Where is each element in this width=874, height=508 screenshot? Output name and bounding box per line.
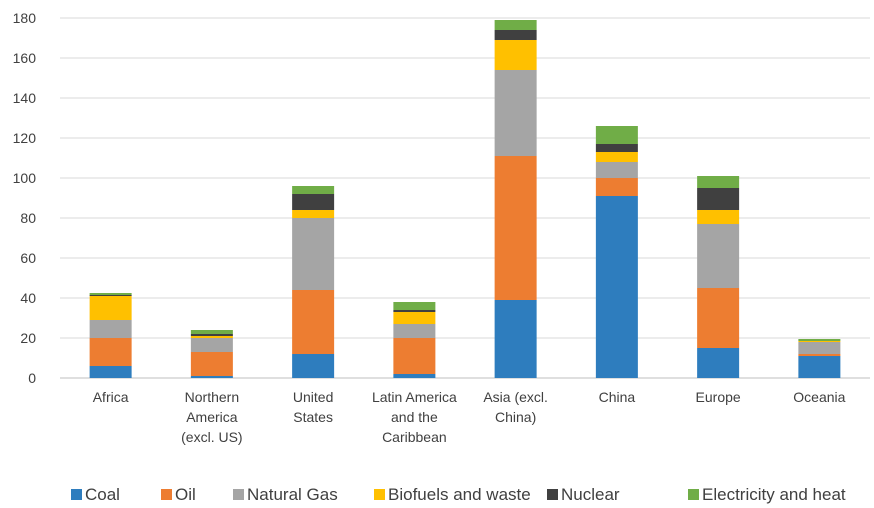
- y-tick-label: 140: [13, 90, 37, 106]
- bar-segment: [798, 339, 841, 341]
- legend-swatch: [688, 489, 699, 500]
- bar-segment: [393, 324, 436, 338]
- y-tick-label: 60: [20, 250, 36, 266]
- bar-segment: [595, 126, 638, 144]
- x-axis: Africa Northern America (excl. US) United Sta…: [93, 389, 846, 445]
- x-tick-label: and the: [391, 409, 438, 425]
- legend-swatch: [71, 489, 82, 500]
- bar-segment: [393, 312, 436, 324]
- x-tick-label: United: [293, 389, 333, 405]
- y-tick-label: 20: [20, 330, 36, 346]
- bar-segment: [292, 354, 335, 378]
- bar-segment: [595, 196, 638, 378]
- bar-segment: [89, 338, 132, 366]
- x-tick-label: China): [495, 409, 536, 425]
- bar-segment: [494, 300, 537, 378]
- y-tick-label: 120: [13, 130, 37, 146]
- bar-segment: [89, 296, 132, 320]
- bar-segment: [697, 210, 740, 224]
- bar-segment: [190, 376, 233, 378]
- bar-segment: [595, 162, 638, 178]
- bar-segment: [190, 338, 233, 352]
- bar-segment: [595, 152, 638, 162]
- y-tick-label: 180: [13, 10, 37, 26]
- y-tick-label: 160: [13, 50, 37, 66]
- legend-swatch: [233, 489, 244, 500]
- y-tick-label: 80: [20, 210, 36, 226]
- bars: [89, 20, 841, 378]
- x-tick-label: Europe: [696, 389, 741, 405]
- x-tick-label: Caribbean: [382, 429, 447, 445]
- legend: Coal Oil Natural Gas Biofuels and waste Nucl…: [71, 485, 846, 504]
- bar-segment: [697, 176, 740, 188]
- bar-segment: [393, 310, 436, 312]
- bar-segment: [89, 366, 132, 378]
- legend-label: Biofuels and waste: [388, 485, 531, 504]
- bar-segment: [292, 218, 335, 290]
- legend-swatch: [374, 489, 385, 500]
- bar-segment: [798, 341, 841, 342]
- bar-segment: [89, 295, 132, 296]
- bar-segment: [494, 156, 537, 300]
- bar-segment: [798, 342, 841, 354]
- x-tick-label: Africa: [93, 389, 129, 405]
- bar-segment: [494, 20, 537, 30]
- x-tick-label: Asia (excl.: [483, 389, 548, 405]
- legend-label: Electricity and heat: [702, 485, 846, 504]
- legend-label: Coal: [85, 485, 120, 504]
- x-tick-label: (excl. US): [181, 429, 242, 445]
- bar-segment: [89, 320, 132, 338]
- gridlines: [60, 17, 870, 379]
- bar-segment: [190, 336, 233, 338]
- y-tick-label: 0: [28, 370, 36, 386]
- y-axis: 0 20 40 60 80 100 120 140 160 180: [13, 10, 37, 386]
- bar-segment: [292, 194, 335, 210]
- bar-segment: [292, 290, 335, 354]
- legend-label: Nuclear: [561, 485, 620, 504]
- legend-label: Natural Gas: [247, 485, 338, 504]
- y-tick-label: 100: [13, 170, 37, 186]
- bar-segment: [697, 348, 740, 378]
- x-tick-label: Oceania: [793, 389, 845, 405]
- bar-segment: [89, 293, 132, 295]
- bar-segment: [494, 40, 537, 70]
- x-tick-label: Northern: [185, 389, 239, 405]
- bar-segment: [190, 330, 233, 334]
- bar-segment: [292, 186, 335, 194]
- legend-swatch: [161, 489, 172, 500]
- bar-segment: [697, 188, 740, 210]
- bar-segment: [393, 338, 436, 374]
- bar-segment: [190, 352, 233, 376]
- bar-segment: [292, 210, 335, 218]
- x-tick-label: Latin America: [372, 389, 457, 405]
- x-tick-label: China: [599, 389, 636, 405]
- x-tick-label: States: [293, 409, 333, 425]
- y-tick-label: 40: [20, 290, 36, 306]
- bar-segment: [798, 356, 841, 378]
- bar-segment: [393, 374, 436, 378]
- bar-segment: [798, 354, 841, 356]
- bar-segment: [595, 178, 638, 196]
- bar-segment: [697, 224, 740, 288]
- legend-label: Oil: [175, 485, 196, 504]
- bar-segment: [393, 302, 436, 310]
- bar-segment: [494, 30, 537, 40]
- bar-segment: [595, 144, 638, 152]
- bar-segment: [190, 334, 233, 336]
- bar-segment: [494, 70, 537, 156]
- bar-segment: [697, 288, 740, 348]
- legend-swatch: [547, 489, 558, 500]
- x-tick-label: America: [186, 409, 238, 425]
